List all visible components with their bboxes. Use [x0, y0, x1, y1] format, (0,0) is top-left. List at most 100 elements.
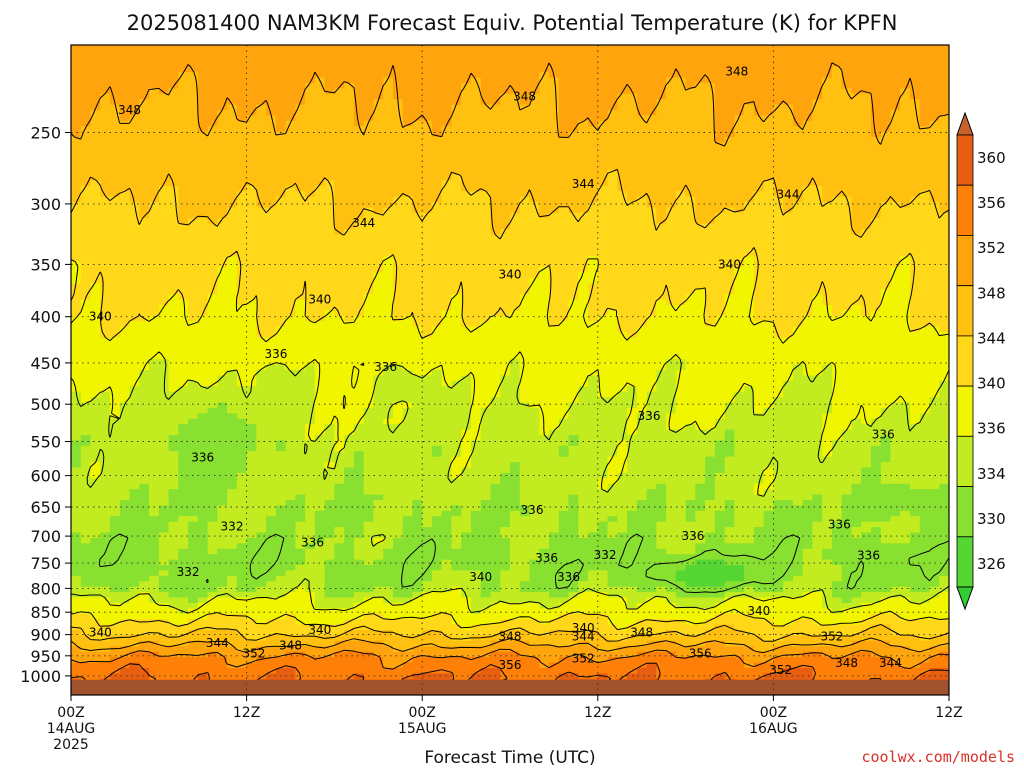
- field-cell: [217, 321, 228, 328]
- field-cell: [80, 191, 92, 198]
- field-cell: [666, 185, 677, 192]
- field-cell: [549, 267, 560, 274]
- field-cell: [734, 120, 745, 127]
- field-cell: [149, 234, 160, 241]
- field-cell: [909, 180, 921, 187]
- field-cell: [139, 93, 150, 100]
- field-cell: [597, 250, 609, 257]
- field-cell: [383, 207, 394, 214]
- field-cell: [792, 153, 804, 160]
- field-cell: [451, 294, 462, 301]
- field-cell: [831, 277, 843, 284]
- field-cell: [890, 218, 901, 225]
- field-cell: [939, 50, 949, 57]
- field-cell: [412, 234, 423, 241]
- field-cell: [675, 147, 687, 154]
- field-cell: [744, 147, 755, 154]
- field-cell: [344, 261, 355, 268]
- field-cell: [71, 332, 82, 339]
- field-cell: [831, 164, 843, 171]
- field-cell: [324, 72, 335, 79]
- field-cell: [539, 294, 550, 301]
- field-cell: [149, 283, 160, 290]
- field-cell: [870, 245, 882, 252]
- field-cell: [100, 45, 111, 52]
- field-cell: [588, 305, 599, 312]
- field-cell: [597, 261, 609, 268]
- field-cell: [666, 77, 677, 84]
- field-cell: [227, 326, 238, 333]
- field-cell: [90, 185, 101, 192]
- field-cell: [461, 288, 472, 295]
- field-cell: [344, 164, 355, 171]
- field-cell: [939, 245, 949, 252]
- field-cell: [822, 164, 833, 171]
- field-cell: [890, 137, 901, 144]
- field-cell: [646, 126, 657, 133]
- field-cell: [597, 305, 609, 312]
- field-cell: [90, 234, 101, 241]
- field-cell: [636, 202, 648, 209]
- field-cell: [597, 50, 609, 57]
- field-cell: [666, 153, 677, 160]
- field-cell: [636, 185, 648, 192]
- field-cell: [802, 256, 814, 263]
- field-cell: [831, 272, 843, 279]
- field-cell: [461, 342, 472, 349]
- field-cell: [851, 326, 862, 333]
- field-cell: [666, 310, 677, 317]
- field-cell: [422, 337, 433, 344]
- field-cell: [178, 175, 189, 182]
- field-cell: [685, 310, 696, 317]
- field-cell: [129, 82, 140, 89]
- field-cell: [519, 191, 531, 198]
- field-cell: [256, 169, 267, 176]
- field-cell: [841, 120, 853, 127]
- field-cell: [227, 315, 238, 322]
- field-cell: [353, 137, 365, 144]
- field-cell: [666, 212, 677, 219]
- field-cell: [500, 196, 511, 203]
- field-cell: [744, 137, 755, 144]
- field-cell: [607, 321, 618, 328]
- field-cell: [724, 250, 735, 257]
- field-cell: [383, 50, 394, 57]
- field-cell: [275, 61, 287, 68]
- field-cell: [490, 229, 501, 236]
- field-cell: [324, 229, 335, 236]
- field-cell: [870, 229, 882, 236]
- field-cell: [178, 288, 189, 295]
- field-cell: [285, 202, 296, 209]
- field-cell: [353, 207, 365, 214]
- field-cell: [802, 294, 814, 301]
- field-cell: [314, 115, 326, 122]
- field-cell: [588, 50, 599, 57]
- field-cell: [900, 104, 911, 111]
- field-cell: [71, 120, 82, 127]
- field-cell: [734, 82, 745, 89]
- field-cell: [246, 299, 257, 306]
- field-cell: [734, 110, 745, 117]
- field-cell: [139, 82, 150, 89]
- field-cell: [71, 326, 82, 333]
- field-cell: [802, 137, 814, 144]
- field-cell: [178, 185, 189, 192]
- field-cell: [480, 77, 492, 84]
- field-cell: [422, 142, 433, 149]
- field-cell: [636, 299, 648, 306]
- field-cell: [519, 120, 531, 127]
- field-cell: [188, 158, 199, 165]
- field-cell: [822, 283, 833, 290]
- field-cell: [724, 196, 735, 203]
- field-cell: [344, 153, 355, 160]
- field-cell: [344, 283, 355, 290]
- field-cell: [392, 272, 404, 279]
- field-cell: [646, 196, 657, 203]
- field-cell: [256, 305, 267, 312]
- field-cell: [256, 234, 267, 241]
- field-cell: [890, 99, 901, 106]
- field-cell: [119, 72, 131, 79]
- field-cell: [402, 250, 414, 257]
- field-cell: [139, 142, 150, 149]
- field-cell: [529, 218, 540, 225]
